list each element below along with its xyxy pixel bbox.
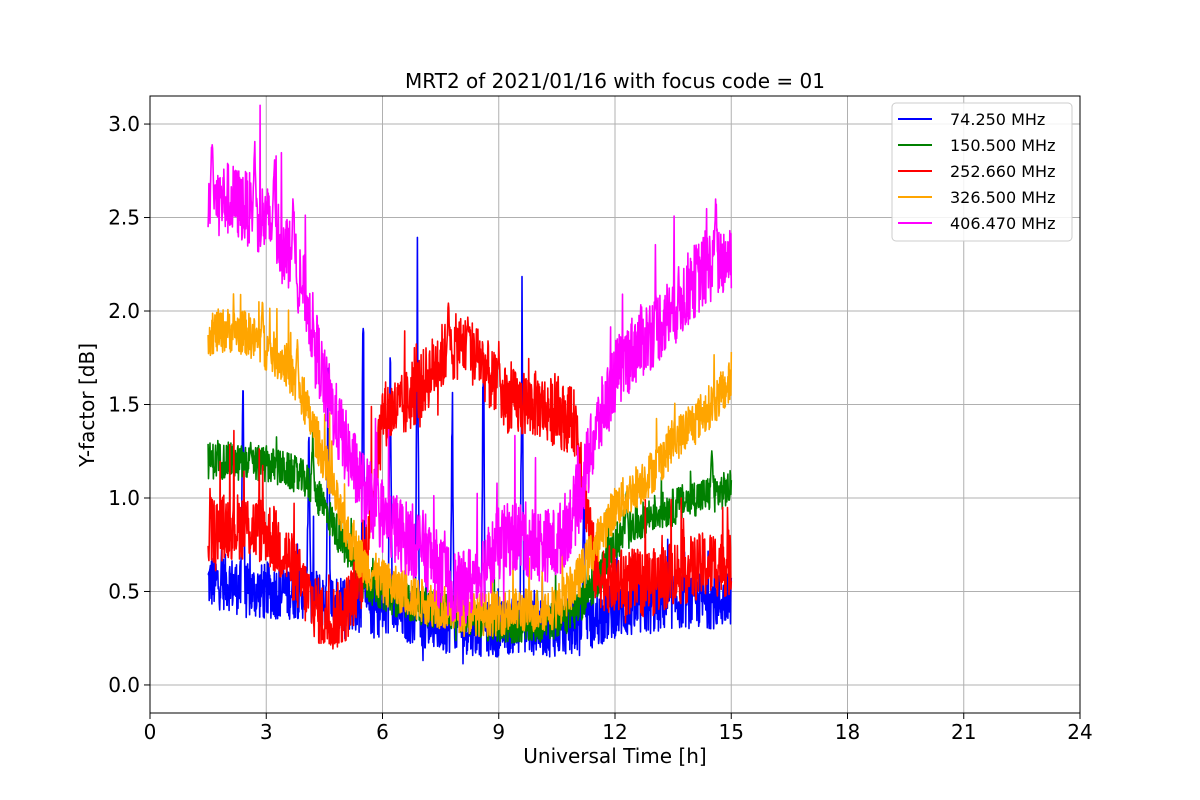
x-tick-label: 12 [602,720,627,744]
y-tick-label: 1.5 [108,393,140,417]
series-line-3 [207,293,733,638]
legend: 74.250 MHz 150.500 MHz 252.660 MHz 326.500 … [891,102,1073,242]
y-tick-label: 2.0 [108,299,140,323]
x-tick-label: 0 [144,720,157,744]
series-4 [207,104,733,627]
legend-label-2: 252.660 MHz [950,162,1055,181]
x-tick-label: 21 [951,720,976,744]
series-3 [207,293,733,638]
series-layer [207,104,733,665]
series-line-2 [207,302,733,650]
series-2 [207,302,733,650]
y-axis: 0.0 0.5 1.0 1.5 2.0 2.5 3.0 [108,112,150,697]
y-tick-label: 2.5 [108,206,140,230]
y-axis-label: Y-factor [dB] [75,343,99,468]
x-tick-label: 15 [719,720,744,744]
series-line-4 [207,104,733,627]
x-tick-label: 3 [260,720,273,744]
y-tick-label: 0.0 [108,673,140,697]
chart-title: MRT2 of 2021/01/16 with focus code = 01 [405,69,825,93]
y-tick-label: 0.5 [108,579,140,603]
legend-label-1: 150.500 MHz [950,136,1055,155]
legend-label-4: 406.470 MHz [950,214,1055,233]
y-tick-label: 1.0 [108,486,140,510]
y-tick-label: 3.0 [108,112,140,136]
legend-label-0: 74.250 MHz [950,110,1045,129]
x-axis-label: Universal Time [h] [523,744,706,768]
x-tick-label: 9 [492,720,505,744]
legend-frame [891,102,1073,242]
x-tick-label: 24 [1067,720,1092,744]
x-tick-label: 18 [835,720,860,744]
x-tick-label: 6 [376,720,389,744]
x-axis: 0 3 6 9 12 15 18 21 24 [144,713,1093,744]
legend-label-3: 326.500 MHz [950,188,1055,207]
